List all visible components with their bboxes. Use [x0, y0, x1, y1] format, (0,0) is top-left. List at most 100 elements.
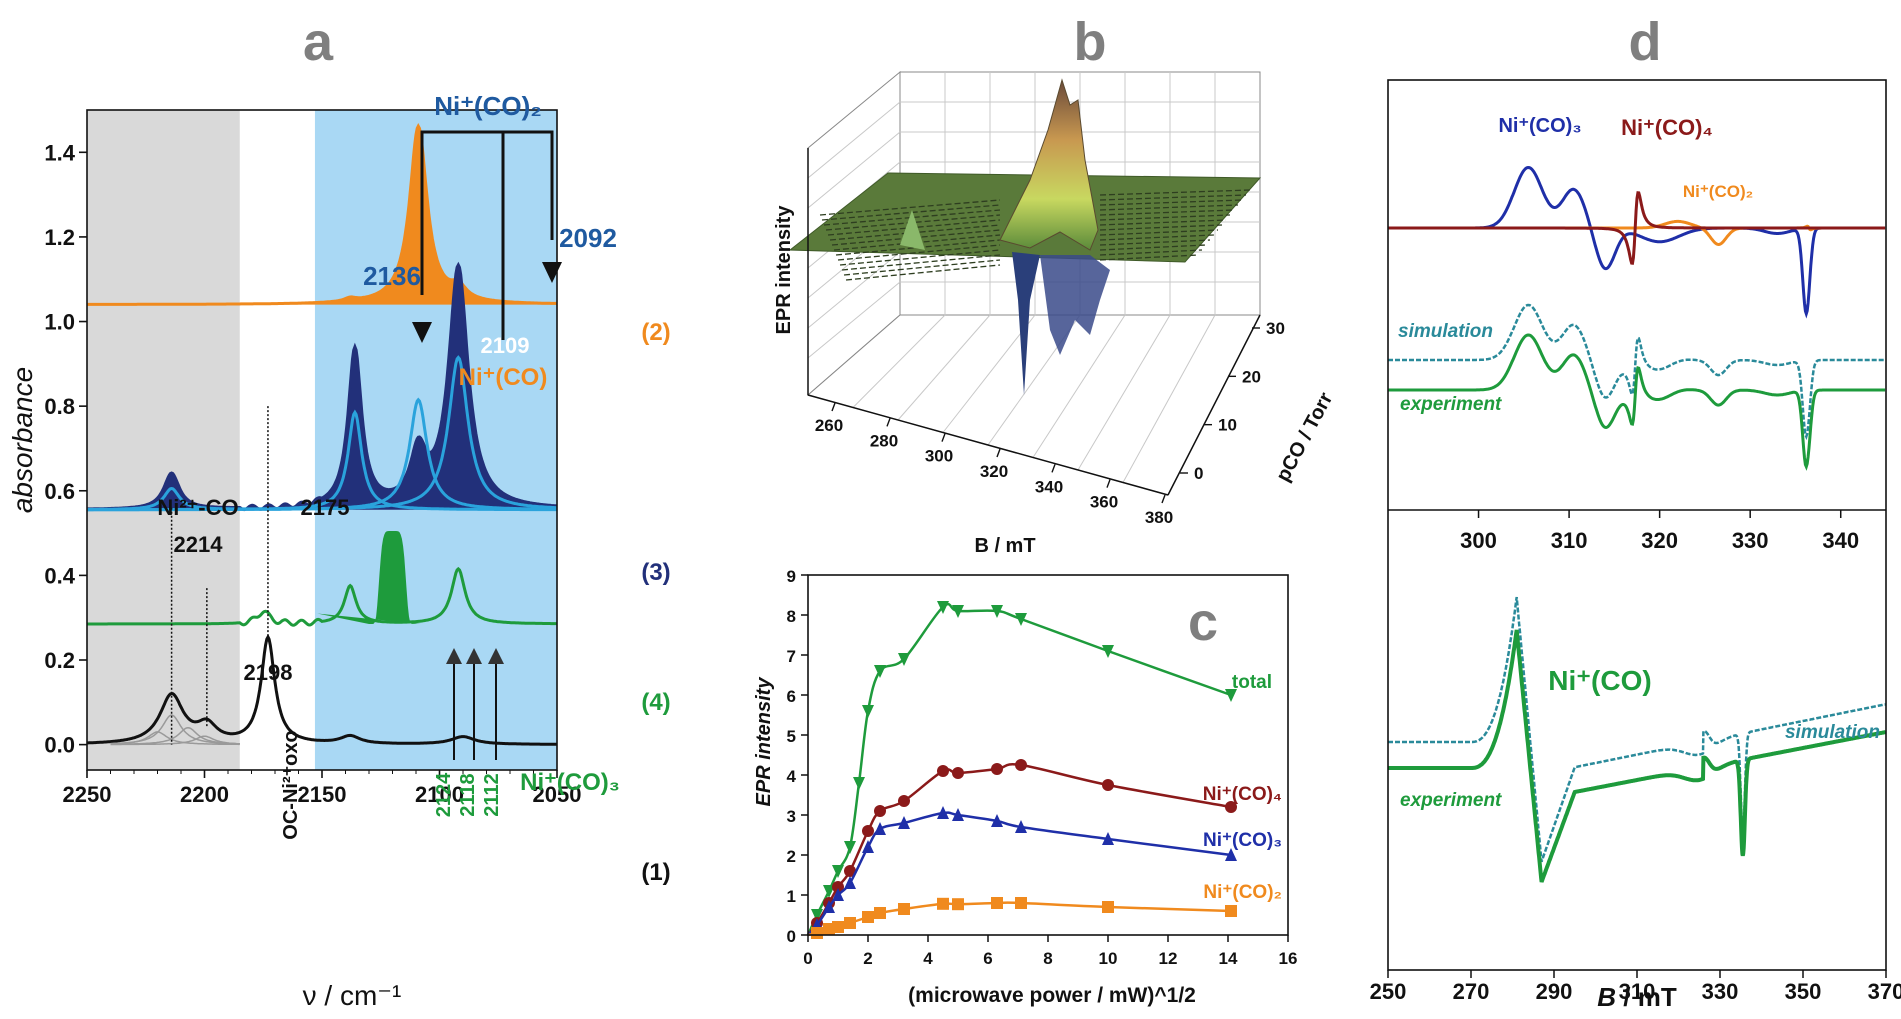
d-bottom-tick-label: 350 [1785, 979, 1822, 1004]
data-point [1102, 901, 1114, 913]
x-tick-label: 2100 [415, 782, 464, 807]
label-ni2-co: Ni²⁺-CO [157, 495, 238, 520]
y-tick-label: 1.4 [44, 140, 75, 165]
d-ticks: 300 310 320 330 340 250 270 290 310 330 350 370 [1370, 510, 1901, 1004]
b-y-tick-label: 0 [1194, 464, 1203, 483]
y-tick-label: 0.8 [44, 394, 75, 419]
c-y-tick-label: 5 [787, 727, 796, 746]
data-point [1225, 801, 1237, 813]
b-x-tick-label: 280 [870, 431, 898, 450]
data-point [1015, 759, 1027, 771]
data-point [844, 841, 856, 854]
label-co4-d: Ni⁺(CO)₄ [1621, 115, 1713, 140]
label-ni-co3: Ni⁺(CO)₃ [520, 769, 620, 796]
x-axis-label-a: ν / cm⁻¹ [303, 980, 402, 1011]
label-oc-ni-oxo: OC-Ni²⁺oxo [280, 730, 302, 839]
b-x-tick-label: 380 [1145, 508, 1173, 527]
spectra-series [87, 122, 558, 746]
c-y-tick-label: 8 [787, 607, 796, 626]
label-series-2: (2) [641, 319, 670, 346]
co3-fill [317, 531, 421, 625]
data-point [832, 921, 844, 933]
data-point [862, 911, 874, 923]
c-x-tick-label: 0 [803, 949, 812, 968]
data-point [832, 881, 844, 893]
b-y-tick-label: 20 [1242, 367, 1261, 386]
c-x-tick-label: 8 [1043, 949, 1052, 968]
exp-bottom-curve [1388, 629, 1887, 883]
d-bottom-tick-label: 290 [1536, 979, 1573, 1004]
c-x-tick-label: 4 [923, 949, 933, 968]
label-2175: 2175 [301, 495, 350, 520]
data-point [952, 808, 964, 821]
component-line [87, 355, 558, 512]
d-bottom-tick-label: 270 [1453, 979, 1490, 1004]
x-tick-label: 2050 [533, 782, 582, 807]
data-point [811, 927, 823, 939]
label-simulation-top: simulation [1398, 321, 1493, 342]
x-axis-label-d: B / mT [1597, 982, 1677, 1012]
ni-co3-arrows [446, 648, 504, 760]
data-point [898, 795, 910, 807]
data-point [937, 806, 949, 819]
y-axis-label-b: pCO / Torr [1272, 389, 1337, 486]
data-point [898, 653, 910, 666]
data-point [862, 705, 874, 718]
surface-peak [999, 78, 1099, 251]
data-point [1225, 689, 1237, 702]
data-point [991, 814, 1003, 827]
panel-a: a 2250 2200 2150 2100 2050 0.0 0.2 0.4 0.6 0.8 1.… [7, 12, 671, 1011]
panel-a-letter: a [303, 12, 334, 72]
d-top-tick-label: 320 [1641, 528, 1678, 553]
b-x-tick-label: 320 [980, 462, 1008, 481]
series-line [87, 261, 558, 512]
d-bottom-spectra [1388, 596, 1887, 883]
fit-curve [807, 811, 1232, 936]
data-point [844, 876, 856, 889]
label-series-3: (3) [641, 559, 670, 586]
panel-c-letter: c [1188, 592, 1218, 652]
data-point [862, 840, 874, 853]
data-point [1015, 613, 1027, 626]
data-point [991, 897, 1003, 909]
decon-curve [110, 735, 240, 746]
d-top-tick-label: 310 [1551, 528, 1588, 553]
data-point [811, 909, 823, 922]
data-point [898, 903, 910, 915]
ni-co2-bracket [412, 130, 562, 343]
data-point [1225, 848, 1237, 861]
panel-b: b 260 280 300 320 340 360 380 0 10 20 30 EPR inten… [773, 12, 1337, 557]
b-ticks: 260 280 300 320 340 360 380 0 10 20 30 [815, 319, 1285, 527]
x-tick-label: 2150 [298, 782, 347, 807]
d-bottom-tick-label: 310 [1619, 979, 1656, 1004]
y-tick-label: 1.2 [44, 225, 75, 250]
y-ticks-a: 0.0 0.2 0.4 0.6 0.8 1.0 1.2 1.4 [44, 140, 87, 758]
label-ni-co2: Ni⁺(CO)₂ [434, 91, 542, 121]
co3-curve [1388, 165, 1886, 319]
data-point [844, 917, 856, 929]
data-point [898, 816, 910, 829]
label-co4-c: Ni⁺(CO)₄ [1203, 784, 1282, 805]
b-y-tick-label: 10 [1218, 416, 1237, 435]
label-ni-co: Ni⁺(CO) [459, 364, 548, 391]
b-x-tick-label: 260 [815, 416, 843, 435]
component-line [87, 409, 557, 512]
c-y-tick-label: 1 [787, 887, 796, 906]
series-fill [87, 265, 557, 510]
data-point [862, 825, 874, 837]
co4-curve [1388, 191, 1886, 265]
d-bottom-tick-label: 330 [1702, 979, 1739, 1004]
x-ticks-c: 0 2 4 6 8 10 12 14 16 [803, 935, 1297, 968]
c-y-tick-label: 3 [787, 807, 796, 826]
y-tick-label: 0.0 [44, 733, 75, 758]
data-point [832, 888, 844, 901]
d-bottom-tick-label: 370 [1868, 979, 1901, 1004]
x-ticks-a: 2250 2200 2150 2100 2050 [63, 770, 582, 807]
z-axis-label-b: EPR intensity [773, 205, 795, 335]
data-point [874, 822, 886, 835]
y-ticks-c: 0 1 2 3 4 5 6 7 8 9 [787, 567, 808, 946]
label-co2-c: Ni⁺(CO)₂ [1203, 882, 1282, 903]
y-tick-label: 1.0 [44, 310, 75, 335]
data-point [952, 605, 964, 618]
